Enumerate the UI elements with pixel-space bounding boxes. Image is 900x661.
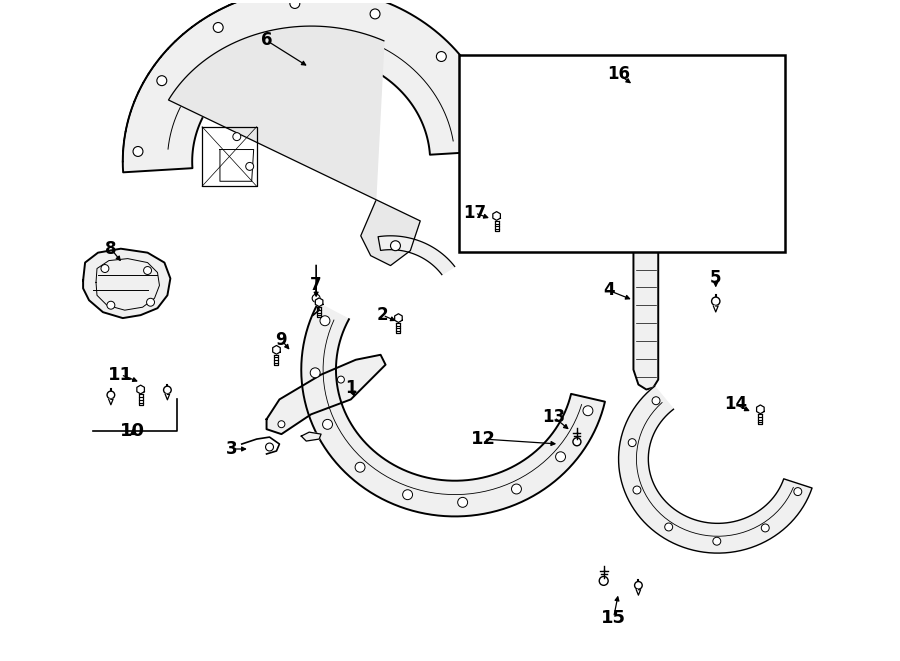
Polygon shape [302,303,605,516]
Circle shape [634,582,643,589]
Circle shape [338,376,345,383]
Polygon shape [378,236,454,274]
Text: 2: 2 [377,306,389,324]
Circle shape [713,537,721,545]
Text: 16: 16 [608,65,630,83]
Circle shape [633,486,641,494]
Circle shape [107,301,115,309]
Polygon shape [618,386,812,553]
Polygon shape [757,405,764,414]
Circle shape [458,497,468,507]
Circle shape [583,406,593,416]
Text: 4: 4 [603,282,615,299]
Circle shape [402,490,412,500]
Text: 7: 7 [310,276,322,294]
Circle shape [107,391,114,399]
Circle shape [474,117,484,127]
Circle shape [599,576,608,586]
Circle shape [233,133,241,141]
Polygon shape [273,346,280,354]
Text: 13: 13 [543,408,566,426]
Polygon shape [395,314,402,323]
Text: 12: 12 [472,430,496,448]
Polygon shape [618,82,663,120]
Text: 1: 1 [345,379,356,397]
Circle shape [278,421,285,428]
Circle shape [133,147,143,157]
Polygon shape [137,385,144,394]
Polygon shape [636,590,641,595]
Circle shape [266,443,274,451]
Text: 17: 17 [464,204,486,222]
Circle shape [246,163,254,171]
Circle shape [320,316,330,326]
Circle shape [147,298,155,306]
Circle shape [391,241,401,251]
Circle shape [436,52,446,61]
Polygon shape [166,395,169,400]
Circle shape [665,523,672,531]
Polygon shape [266,355,385,434]
Polygon shape [122,0,500,173]
Circle shape [164,386,171,394]
Circle shape [290,0,300,9]
Polygon shape [493,212,500,220]
Circle shape [144,266,151,274]
Polygon shape [302,432,321,441]
Text: 8: 8 [105,240,117,258]
Circle shape [312,294,320,302]
Text: 15: 15 [601,609,626,627]
Text: 6: 6 [261,32,273,50]
Circle shape [628,439,636,447]
Circle shape [157,76,166,86]
Text: 9: 9 [275,331,287,349]
Circle shape [310,368,320,377]
Polygon shape [168,26,420,266]
Text: 14: 14 [724,395,747,413]
Circle shape [761,524,770,532]
Circle shape [213,22,223,32]
Circle shape [511,484,521,494]
Polygon shape [109,399,113,405]
Polygon shape [83,249,170,318]
Text: 3: 3 [226,440,238,458]
Circle shape [356,462,365,472]
Circle shape [322,419,332,429]
Circle shape [370,9,380,19]
Circle shape [555,452,565,462]
Bar [459,56,785,252]
Text: 5: 5 [710,270,722,288]
Polygon shape [714,306,718,312]
Polygon shape [634,196,658,389]
Circle shape [652,397,660,405]
Circle shape [794,488,802,496]
Circle shape [101,264,109,272]
Circle shape [573,438,580,446]
Circle shape [712,297,720,305]
Polygon shape [315,298,323,307]
Text: 11: 11 [108,366,133,383]
Text: 10: 10 [121,422,145,440]
